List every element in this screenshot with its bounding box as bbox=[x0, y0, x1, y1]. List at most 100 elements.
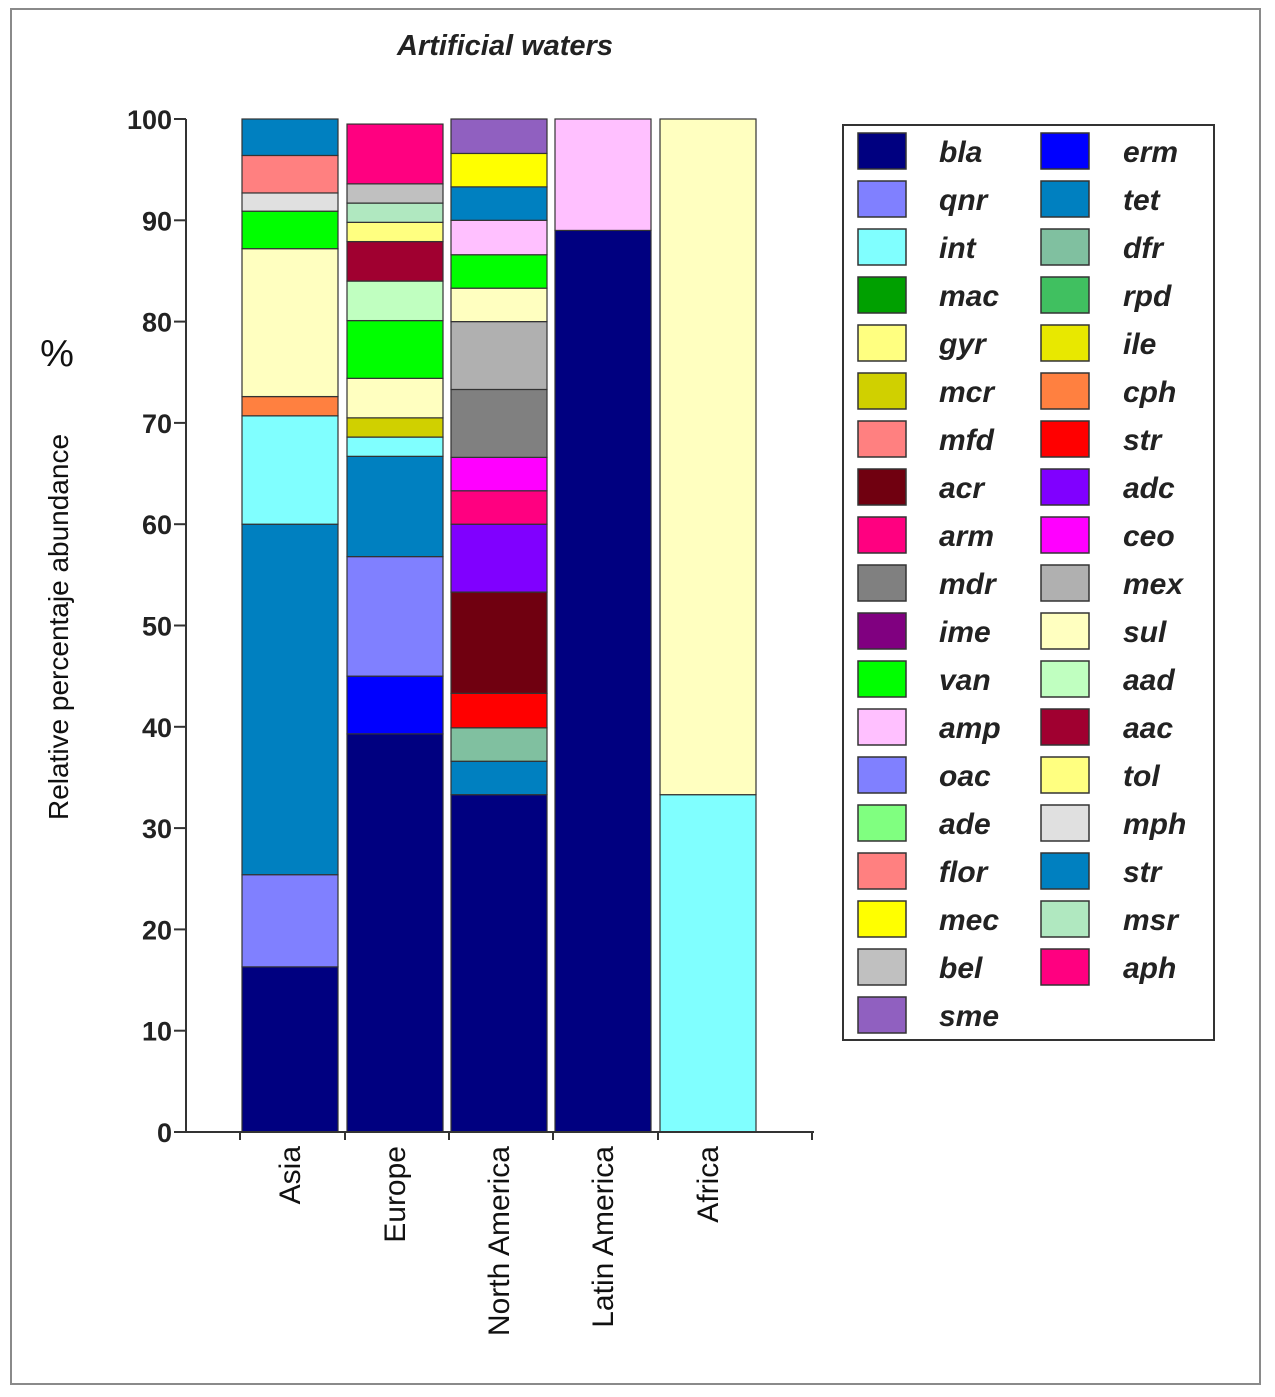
y-tick-label: 60 bbox=[142, 510, 172, 540]
legend-swatch bbox=[857, 612, 907, 650]
legend-item-bla: bla bbox=[857, 132, 982, 170]
legend-swatch bbox=[1040, 708, 1090, 746]
legend-item-str: str bbox=[1040, 852, 1164, 890]
bars-group bbox=[241, 118, 757, 1133]
legend-label: amp bbox=[939, 712, 1001, 745]
legend-item-mdr: mdr bbox=[857, 564, 998, 602]
legend-item-ile: ile bbox=[1040, 324, 1156, 362]
legend-label: bla bbox=[939, 136, 982, 169]
legend-swatch bbox=[857, 372, 907, 410]
legend-item-rpd: rpd bbox=[1040, 276, 1172, 314]
bar-segment-bla bbox=[554, 229, 652, 1133]
legend-swatch bbox=[857, 468, 907, 506]
legend-swatch bbox=[857, 228, 907, 266]
legend-label: ade bbox=[939, 808, 991, 841]
legend-label: ile bbox=[1123, 328, 1156, 361]
bar-segment-aac bbox=[346, 240, 444, 282]
legend-swatch bbox=[857, 420, 907, 458]
bar-segment-msr bbox=[346, 202, 444, 223]
bar-segment-flor bbox=[241, 154, 339, 194]
legend-item-mac: mac bbox=[857, 276, 999, 314]
legend-label: tol bbox=[1123, 760, 1160, 793]
legend-label: sme bbox=[939, 1000, 999, 1033]
y-tick-label: 50 bbox=[142, 612, 172, 642]
bar-latin-america bbox=[554, 118, 652, 1133]
legend-swatch bbox=[1040, 324, 1090, 362]
legend-label: ime bbox=[939, 616, 991, 649]
legend-label: qnr bbox=[939, 184, 990, 217]
legend-item-arm: arm bbox=[857, 516, 994, 554]
legend-label: aac bbox=[1123, 712, 1173, 745]
legend-label: adc bbox=[1123, 472, 1175, 505]
legend-swatch bbox=[857, 996, 907, 1034]
legend-swatch bbox=[1040, 612, 1090, 650]
bar-segment-int bbox=[659, 794, 757, 1133]
bar-segment-mex bbox=[450, 321, 548, 391]
x-category-label: Asia bbox=[274, 1146, 307, 1205]
legend-swatch bbox=[1040, 372, 1090, 410]
legend-item-cph: cph bbox=[1040, 372, 1176, 410]
legend-item-erm: erm bbox=[1040, 132, 1178, 170]
bar-segment-ceo bbox=[450, 456, 548, 492]
legend-item-ade: ade bbox=[857, 804, 991, 842]
legend-swatch bbox=[1040, 276, 1090, 314]
x-category-label: Latin America bbox=[587, 1146, 620, 1328]
legend-label: gyr bbox=[938, 328, 988, 361]
legend-label: tet bbox=[1123, 184, 1162, 217]
legend-item-mph: mph bbox=[1040, 804, 1186, 842]
legend-swatch bbox=[857, 852, 907, 890]
legend-item-aph: aph bbox=[1040, 948, 1176, 986]
bar-asia bbox=[241, 118, 339, 1133]
legend-item-oac: oac bbox=[857, 756, 991, 794]
bar-segment-tol bbox=[346, 221, 444, 243]
legend-swatch bbox=[1040, 420, 1090, 458]
legend-label: mcr bbox=[939, 376, 996, 409]
bar-segment-erm bbox=[346, 675, 444, 735]
y-tick-label: 100 bbox=[127, 105, 172, 135]
legend-label: mfd bbox=[939, 424, 995, 457]
legend-item-flor: flor bbox=[857, 852, 990, 890]
legend-label: mac bbox=[939, 280, 999, 313]
bar-segment-qnr bbox=[241, 874, 339, 968]
legend-label: ceo bbox=[1123, 520, 1175, 553]
legend-item-tol: tol bbox=[1040, 756, 1160, 794]
legend-swatch bbox=[857, 804, 907, 842]
legend-label: arm bbox=[939, 520, 994, 553]
bar-segment-acr bbox=[450, 591, 548, 694]
bar-segment-sul bbox=[241, 248, 339, 398]
legend-item-tet: tet bbox=[1040, 180, 1162, 218]
legend-swatch bbox=[1040, 180, 1090, 218]
y-tick-label: 20 bbox=[142, 915, 172, 945]
legend-label: mex bbox=[1123, 568, 1184, 601]
legend-label: aad bbox=[1123, 664, 1175, 697]
legend-swatch bbox=[1040, 900, 1090, 938]
x-axis: Asia Europe North America Latin America Afri… bbox=[186, 1131, 814, 1336]
legend: bla erm qnr tet int dfr mac rpd gyr ile mcr cph mfd s… bbox=[842, 124, 1215, 1041]
x-category-label: Africa bbox=[692, 1146, 725, 1223]
y-tick-label: 30 bbox=[142, 814, 172, 844]
x-category-label: North America bbox=[483, 1146, 516, 1336]
bar-segment-str bbox=[450, 186, 548, 221]
bar-africa bbox=[659, 118, 757, 1133]
bar-europe bbox=[346, 123, 444, 1133]
bar-segment-van bbox=[450, 254, 548, 289]
y-tick-label: 10 bbox=[142, 1017, 172, 1047]
legend-swatch bbox=[857, 708, 907, 746]
legend-label: msr bbox=[1123, 904, 1180, 937]
bar-segment-mec bbox=[450, 152, 548, 188]
legend-item-mex: mex bbox=[1040, 564, 1184, 602]
legend-swatch bbox=[857, 516, 907, 554]
legend-item-sme: sme bbox=[857, 996, 999, 1034]
bar-segment-van bbox=[241, 210, 339, 250]
legend-label: str bbox=[1123, 424, 1164, 457]
legend-swatch bbox=[857, 660, 907, 698]
legend-item-int: int bbox=[857, 228, 978, 266]
y-axis: 0 10 20 30 40 50 60 70 80 90 100 bbox=[127, 105, 187, 1148]
legend-item-str: str bbox=[1040, 420, 1164, 458]
chart-title: Artificial waters bbox=[396, 30, 613, 62]
legend-label: rpd bbox=[1123, 280, 1172, 313]
bar-segment-sul bbox=[450, 287, 548, 323]
legend-item-bel: bel bbox=[857, 948, 983, 986]
bar-segment-sul bbox=[659, 118, 757, 796]
bar-segment-int bbox=[241, 415, 339, 525]
